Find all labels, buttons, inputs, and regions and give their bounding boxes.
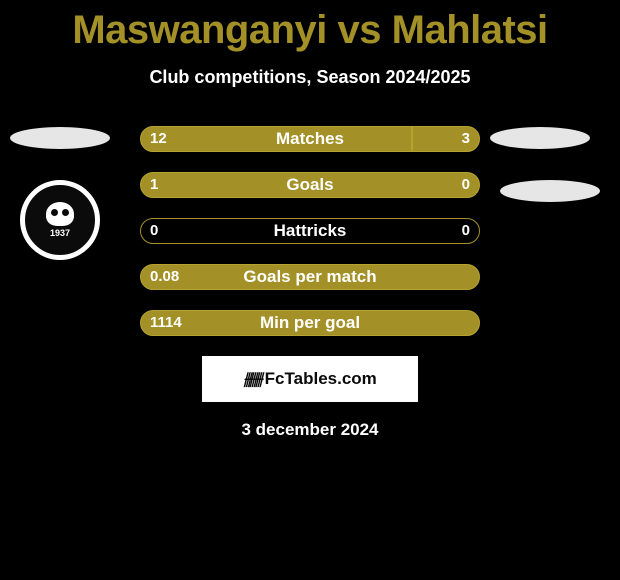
player-left-placeholder-icon xyxy=(10,127,110,149)
attribution-text: FcTables.com xyxy=(265,369,377,389)
player-right-placeholder2-icon xyxy=(500,180,600,202)
stat-label: Matches xyxy=(140,126,480,152)
crest-year: 1937 xyxy=(50,228,70,238)
attribution-badge: ⫵⫵⫵ FcTables.com xyxy=(202,356,418,402)
club-crest-left-icon: 1937 xyxy=(20,180,100,260)
player-right-placeholder-icon xyxy=(490,127,590,149)
date-label: 3 december 2024 xyxy=(0,420,620,440)
crest-skull-icon xyxy=(46,202,74,226)
stat-label: Min per goal xyxy=(140,310,480,336)
chart-icon: ⫵⫵⫵ xyxy=(243,369,260,389)
stat-label: Hattricks xyxy=(140,218,480,244)
stat-row: 0.08Goals per match xyxy=(0,264,620,290)
stat-row: 1114Min per goal xyxy=(0,310,620,336)
stat-label: Goals per match xyxy=(140,264,480,290)
page-title: Maswanganyi vs Mahlatsi xyxy=(0,0,620,53)
stat-label: Goals xyxy=(140,172,480,198)
subtitle: Club competitions, Season 2024/2025 xyxy=(0,67,620,88)
